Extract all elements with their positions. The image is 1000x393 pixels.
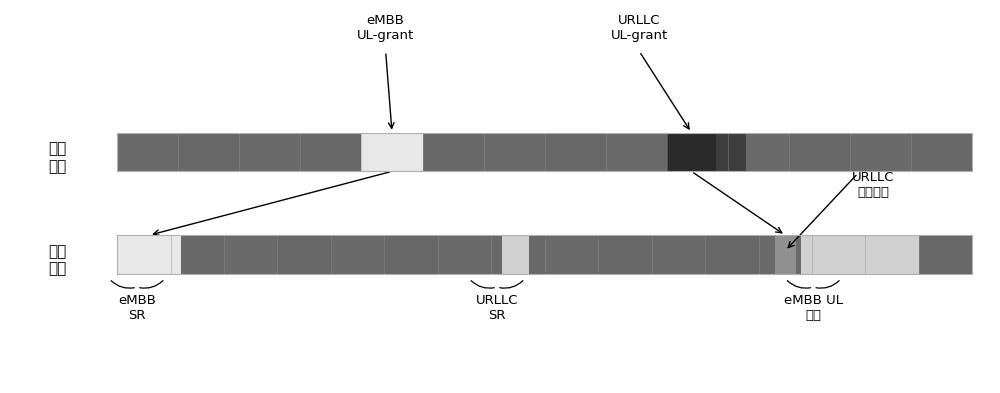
Bar <box>775 235 796 274</box>
Bar <box>178 132 239 171</box>
Text: URLLC
SR: URLLC SR <box>476 294 518 322</box>
Bar <box>224 235 277 274</box>
Bar <box>667 132 728 171</box>
Bar <box>812 235 865 274</box>
Bar <box>911 132 972 171</box>
Text: URLLC
UL-grant: URLLC UL-grant <box>611 15 668 42</box>
Bar <box>545 235 598 274</box>
Text: 终端
上行: 终端 上行 <box>48 244 67 277</box>
Bar <box>865 235 919 274</box>
Bar <box>705 235 759 274</box>
Bar <box>117 235 181 274</box>
Bar <box>850 132 911 171</box>
Bar <box>117 132 972 171</box>
Text: eMBB UL
数据: eMBB UL 数据 <box>784 294 843 322</box>
Text: 基站
下行: 基站 下行 <box>48 141 67 174</box>
Bar <box>384 235 438 274</box>
Bar <box>331 235 384 274</box>
Bar <box>171 235 224 274</box>
Bar <box>117 132 178 171</box>
Bar <box>491 235 545 274</box>
Bar <box>117 235 171 274</box>
Bar <box>919 235 972 274</box>
Bar <box>728 132 789 171</box>
Text: URLLC
上行数据: URLLC 上行数据 <box>852 171 894 199</box>
Bar <box>361 132 423 171</box>
Bar <box>759 235 812 274</box>
Text: eMBB
SR: eMBB SR <box>118 294 156 322</box>
Bar <box>502 235 529 274</box>
Bar <box>801 235 919 274</box>
Bar <box>239 132 300 171</box>
Bar <box>484 132 545 171</box>
Bar <box>277 235 331 274</box>
Bar <box>606 132 667 171</box>
Bar <box>716 132 746 171</box>
Bar <box>117 235 972 274</box>
Text: eMBB
UL-grant: eMBB UL-grant <box>357 15 414 42</box>
Bar <box>789 132 850 171</box>
Bar <box>667 132 716 171</box>
Bar <box>423 132 484 171</box>
Bar <box>438 235 491 274</box>
Bar <box>361 132 423 171</box>
Bar <box>300 132 361 171</box>
Bar <box>545 132 606 171</box>
Bar <box>598 235 652 274</box>
Bar <box>652 235 705 274</box>
